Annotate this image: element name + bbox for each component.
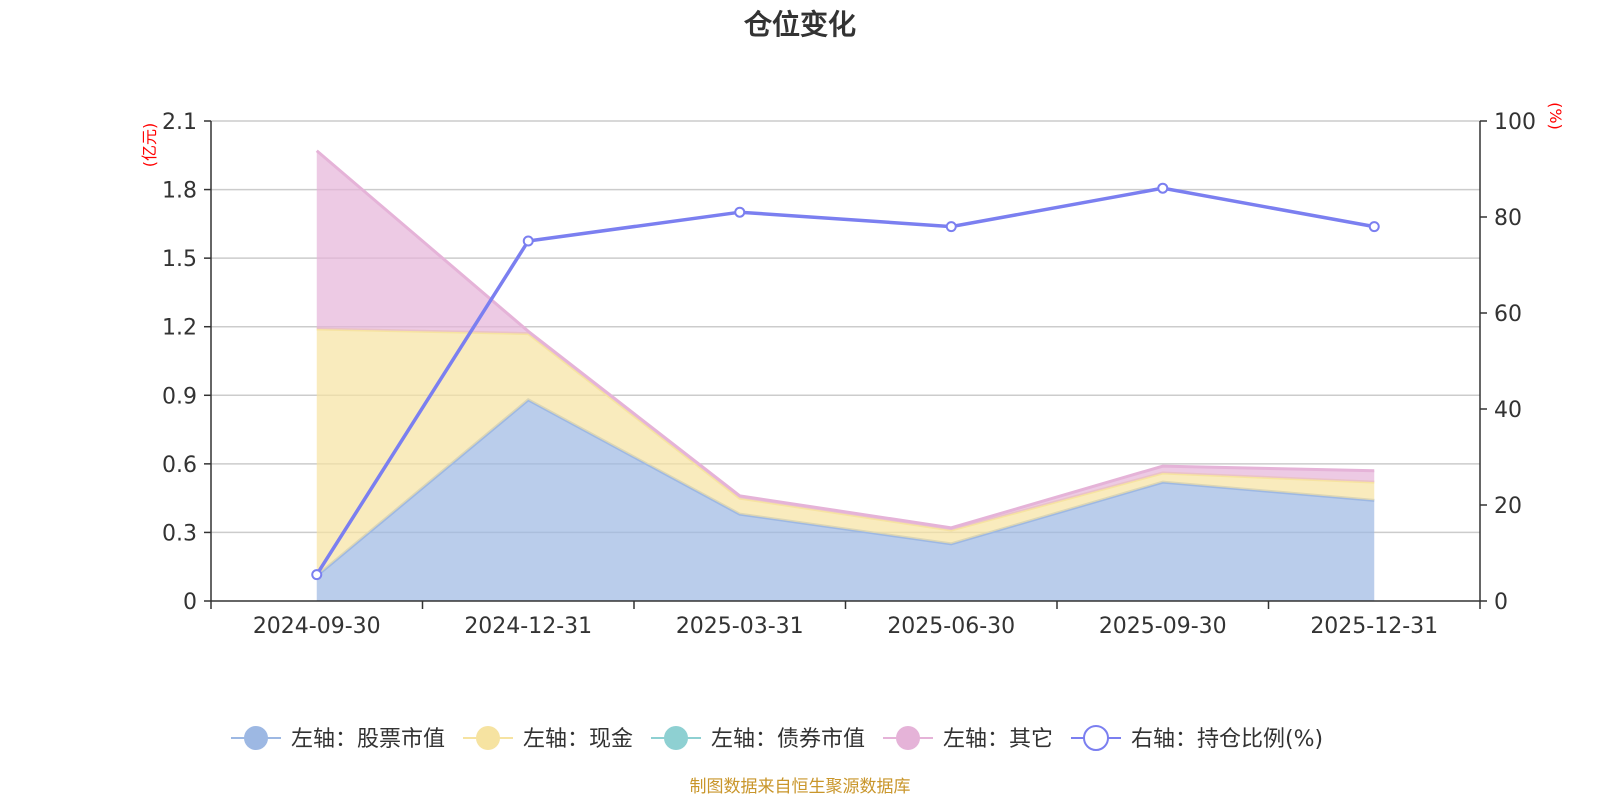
legend-label: 左轴：债券市值 [711, 727, 865, 752]
legend-marker [476, 726, 500, 750]
x-tick-label: 2025-03-31 [676, 614, 804, 639]
x-tick-label: 2024-12-31 [464, 614, 592, 639]
legend[interactable]: 左轴：股票市值 左轴：现金 左轴：债券市值 左轴：其它 右轴：持仓比例(%) [231, 725, 1323, 752]
legend-label: 左轴：股票市值 [291, 727, 445, 752]
legend-label: 左轴：其它 [943, 727, 1053, 752]
left-axis-unit: (亿元) [140, 123, 159, 168]
legend-label: 左轴：现金 [523, 727, 633, 752]
ratio-point [1368, 221, 1380, 233]
left-tick-label: 1.2 [162, 316, 197, 341]
ratio-point [311, 569, 323, 581]
right-tick-label: 40 [1494, 398, 1522, 423]
right-tick-label: 100 [1494, 110, 1536, 135]
area-edge-3 [315, 149, 1375, 530]
left-tick-label: 1.5 [162, 247, 197, 272]
legend-marker [244, 726, 268, 750]
x-tick-label: 2024-09-30 [253, 614, 381, 639]
x-tick-label: 2025-09-30 [1099, 614, 1227, 639]
legend-item-1[interactable]: 左轴：现金 [463, 726, 633, 752]
ratio-point [522, 235, 534, 247]
left-tick-label: 0.9 [162, 384, 197, 409]
stacked-areas [315, 149, 1375, 601]
legend-marker [1083, 725, 1109, 751]
legend-item-0[interactable]: 左轴：股票市值 [231, 726, 445, 752]
right-axis-unit: (%) [1546, 102, 1565, 130]
left-tick-label: 0 [183, 590, 197, 615]
left-tick-label: 2.1 [162, 110, 197, 135]
ratio-line-path [315, 186, 1375, 576]
legend-label: 右轴：持仓比例(%) [1131, 727, 1323, 752]
ratio-point [1157, 182, 1169, 194]
legend-marker [896, 726, 920, 750]
right-tick-label: 0 [1494, 590, 1508, 615]
axes: 0 0.3 0.6 0.9 1.2 1.5 1.8 2.1 0 20 40 60 80 100 2024-0… [162, 110, 1536, 639]
right-tick-label: 20 [1494, 494, 1522, 519]
x-tick-label: 2025-06-30 [887, 614, 1015, 639]
left-tick-label: 0.6 [162, 453, 197, 478]
ratio-point [734, 206, 746, 218]
area-1 [316, 329, 1375, 576]
x-tick-label: 2025-12-31 [1310, 614, 1438, 639]
legend-marker [664, 726, 688, 750]
legend-item-2[interactable]: 左轴：债券市值 [651, 726, 865, 752]
source-note: 制图数据来自恒生聚源数据库 [690, 777, 911, 797]
legend-item-3[interactable]: 左轴：其它 [883, 726, 1053, 752]
ratio-point [945, 221, 957, 233]
right-tick-label: 80 [1494, 206, 1522, 231]
ratio-line [311, 182, 1380, 581]
left-tick-label: 1.8 [162, 179, 197, 204]
right-tick-label: 60 [1494, 302, 1522, 327]
left-tick-label: 0.3 [162, 521, 197, 546]
chart-title: 仓位变化 [744, 8, 856, 41]
area-0 [316, 399, 1375, 601]
legend-item-4[interactable]: 右轴：持仓比例(%) [1071, 725, 1323, 752]
